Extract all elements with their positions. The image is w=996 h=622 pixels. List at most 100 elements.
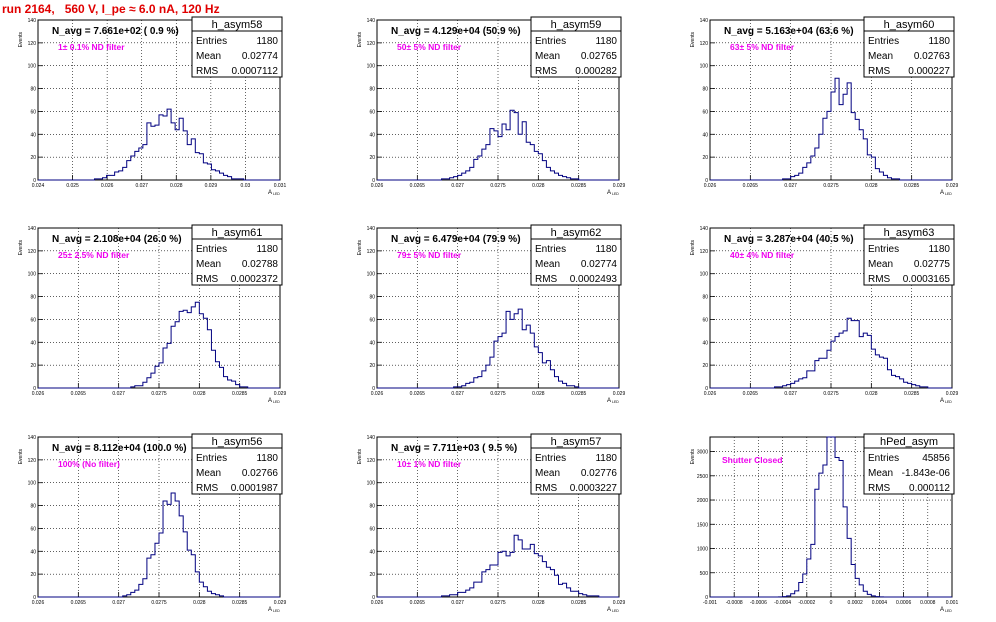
stats-label: Mean bbox=[868, 468, 893, 479]
stats-value: 1180 bbox=[595, 244, 617, 255]
y-tick-label: 60 bbox=[702, 109, 708, 115]
x-tick-label: 0.027 bbox=[112, 391, 125, 397]
stats-box: h_asym58 Entries 1180 Mean 0.02774 RMS 0.00071… bbox=[191, 16, 283, 78]
y-tick-label: 140 bbox=[367, 226, 376, 232]
stats-frame bbox=[530, 16, 622, 78]
stats-label: Entries bbox=[535, 36, 566, 47]
y-tick-label: 140 bbox=[28, 18, 37, 24]
x-tick-label: 0.0265 bbox=[71, 600, 87, 606]
x-tick-label: 0.029 bbox=[946, 183, 959, 189]
y-tick-label: 140 bbox=[700, 226, 709, 232]
y-tick-label: 120 bbox=[367, 458, 376, 464]
stats-label: RMS bbox=[196, 66, 219, 77]
stats-label: Mean bbox=[535, 51, 560, 62]
stats-label: Entries bbox=[868, 244, 899, 255]
y-tick-label: 0 bbox=[705, 595, 708, 601]
stats-label: Entries bbox=[196, 453, 227, 464]
y-axis-title: Events bbox=[690, 240, 696, 256]
x-tick-label: 0.029 bbox=[274, 391, 287, 397]
x-tick-label: 0.0275 bbox=[490, 391, 506, 397]
y-tick-label: 80 bbox=[369, 504, 375, 510]
stats-frame bbox=[191, 16, 283, 78]
stats-value: 0.0001987 bbox=[231, 483, 279, 494]
stats-label: RMS bbox=[868, 274, 891, 285]
y-tick-label: 20 bbox=[369, 572, 375, 578]
x-tick-label: 0.027 bbox=[451, 600, 464, 606]
x-tick-label: 0.0004 bbox=[872, 600, 888, 606]
x-tick-label: 0.0002 bbox=[848, 600, 864, 606]
stats-frame bbox=[863, 16, 955, 78]
y-tick-label: 60 bbox=[369, 526, 375, 532]
x-tick-label: 0.028 bbox=[865, 183, 878, 189]
stats-value: 0.000112 bbox=[909, 483, 950, 494]
panel-h_asym57: 0 20 40 60 80 100 120 140 0.026 0.0265 0.027 0.0275… bbox=[357, 433, 626, 613]
y-tick-label: 80 bbox=[30, 295, 36, 301]
x-tick-label: 0.024 bbox=[32, 183, 45, 189]
x-tick-label: 0.029 bbox=[613, 600, 626, 606]
x-axis-title: A bbox=[940, 190, 944, 196]
stats-label: RMS bbox=[868, 483, 891, 494]
y-tick-label: 60 bbox=[30, 109, 36, 115]
x-tick-label: 0.026 bbox=[32, 600, 45, 606]
navg-label: N_avg = 7.711e+03 ( 9.5 %) bbox=[391, 443, 517, 454]
y-axis-title: Events bbox=[357, 240, 363, 256]
filter-label: 1± 0.1% ND filter bbox=[58, 42, 125, 52]
x-axis-subscript: LED bbox=[945, 192, 952, 196]
x-tick-label: 0.029 bbox=[946, 391, 959, 397]
navg-label: N_avg = 3.287e+04 (40.5 %) bbox=[724, 234, 854, 245]
x-tick-label: -0.0008 bbox=[726, 600, 743, 606]
stats-value: 0.000227 bbox=[908, 66, 950, 77]
y-tick-label: 100 bbox=[700, 272, 709, 278]
x-tick-label: 0.028 bbox=[193, 600, 206, 606]
y-tick-label: 100 bbox=[700, 64, 709, 70]
stats-title: h_asym58 bbox=[212, 19, 263, 31]
y-tick-label: 0 bbox=[372, 595, 375, 601]
x-tick-label: 0.029 bbox=[205, 183, 218, 189]
stats-label: RMS bbox=[535, 66, 558, 77]
y-tick-label: 0 bbox=[33, 386, 36, 392]
navg-label: N_avg = 6.479e+04 (79.9 %) bbox=[391, 234, 521, 245]
stats-label: Mean bbox=[868, 51, 893, 62]
stats-frame bbox=[863, 433, 955, 495]
x-axis-subscript: LED bbox=[945, 609, 952, 613]
y-axis-title: Events bbox=[18, 240, 24, 256]
x-tick-label: 0.027 bbox=[784, 183, 797, 189]
run-title: run 2164, 560 V, I_pe ≈ 6.0 nA, 120 Hz bbox=[2, 2, 220, 16]
stats-value: 1180 bbox=[928, 36, 950, 47]
x-axis-title: A bbox=[607, 607, 611, 613]
stats-value: 45856 bbox=[922, 453, 950, 464]
stats-title: h_asym63 bbox=[884, 227, 935, 239]
y-tick-label: 120 bbox=[28, 458, 37, 464]
x-axis-title: A bbox=[940, 607, 944, 613]
stats-value: 0.02766 bbox=[242, 468, 279, 479]
histogram-step bbox=[38, 492, 280, 598]
x-tick-label: 0.0275 bbox=[490, 600, 506, 606]
stats-value: -1.843e-06 bbox=[902, 468, 951, 479]
y-axis-title: Events bbox=[357, 32, 363, 48]
stats-frame bbox=[530, 433, 622, 495]
stats-value: 1180 bbox=[595, 453, 617, 464]
stats-label: Entries bbox=[535, 453, 566, 464]
stats-label: Mean bbox=[868, 259, 893, 270]
y-tick-label: 80 bbox=[369, 87, 375, 93]
stats-value: 0.0003165 bbox=[903, 274, 951, 285]
y-tick-label: 20 bbox=[30, 155, 36, 161]
y-tick-label: 120 bbox=[28, 249, 37, 255]
stats-label: Mean bbox=[535, 468, 560, 479]
y-tick-label: 40 bbox=[369, 340, 375, 346]
x-tick-label: 0.026 bbox=[371, 600, 384, 606]
stats-value: 0.02763 bbox=[914, 51, 951, 62]
y-tick-label: 60 bbox=[30, 526, 36, 532]
navg-label: N_avg = 8.112e+04 (100.0 %) bbox=[52, 443, 187, 454]
y-tick-label: 2500 bbox=[697, 474, 708, 480]
stats-label: RMS bbox=[196, 274, 219, 285]
histogram-step bbox=[710, 436, 952, 598]
y-tick-label: 0 bbox=[33, 178, 36, 184]
stats-box: h_asym62 Entries 1180 Mean 0.02774 RMS 0.00024… bbox=[530, 224, 622, 286]
x-axis-subscript: LED bbox=[273, 192, 280, 196]
y-axis-title: Events bbox=[18, 32, 24, 48]
stats-value: 1180 bbox=[256, 244, 278, 255]
x-axis-title: A bbox=[268, 190, 272, 196]
stats-box: h_asym59 Entries 1180 Mean 0.02765 RMS 0.00028… bbox=[530, 16, 622, 78]
